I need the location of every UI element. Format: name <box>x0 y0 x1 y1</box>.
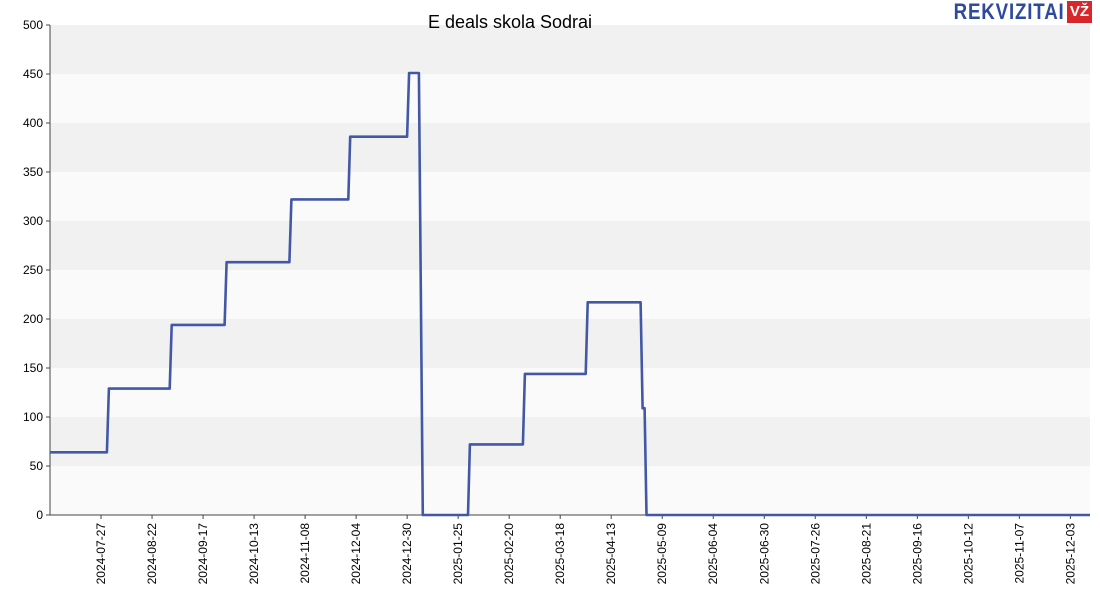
chart-title: E deals skola Sodrai <box>428 12 592 32</box>
x-tick-label: 2024-12-04 <box>349 523 363 585</box>
x-tick-label: 2025-05-09 <box>655 523 669 585</box>
y-axis-ticks: 0 50 100 150 200 250 300 350 400 450 500 <box>23 18 50 522</box>
y-tick-label: 250 <box>23 263 43 277</box>
grid-band <box>50 25 1090 74</box>
grid-band <box>50 172 1090 221</box>
x-tick-label: 2025-04-13 <box>604 523 618 585</box>
grid-band <box>50 270 1090 319</box>
x-tick-label: 2025-12-03 <box>1063 523 1077 585</box>
grid-band <box>50 417 1090 466</box>
grid-band <box>50 319 1090 368</box>
x-tick-label: 2025-08-21 <box>859 523 873 585</box>
y-tick-label: 100 <box>23 410 43 424</box>
y-tick-label: 500 <box>23 18 43 32</box>
rekvizitai-logo[interactable]: REKVIZITAI VŽ <box>934 0 1092 24</box>
grid-band <box>50 123 1090 172</box>
x-tick-label: 2024-09-17 <box>196 523 210 585</box>
x-tick-label: 2025-02-20 <box>502 523 516 585</box>
x-tick-label: 2024-11-08 <box>298 523 312 584</box>
y-tick-label: 200 <box>23 312 43 326</box>
x-tick-label: 2024-10-13 <box>247 523 261 585</box>
grid-band <box>50 466 1090 515</box>
grid-band <box>50 221 1090 270</box>
x-tick-label: 2024-12-30 <box>400 523 414 585</box>
y-tick-label: 50 <box>30 459 44 473</box>
x-tick-label: 2025-06-30 <box>757 523 771 585</box>
y-tick-label: 450 <box>23 67 43 81</box>
y-tick-label: 150 <box>23 361 43 375</box>
x-tick-label: 2025-07-26 <box>808 523 822 585</box>
series-line <box>50 71 1090 517</box>
y-tick-label: 0 <box>36 508 43 522</box>
x-tick-label: 2024-07-27 <box>94 523 108 585</box>
x-tick-label: 2025-09-16 <box>910 523 924 585</box>
x-tick-label: 2025-01-25 <box>451 523 465 585</box>
y-tick-label: 400 <box>23 116 43 130</box>
x-tick-label: 2024-08-22 <box>145 523 159 585</box>
logo-text: REKVIZITAI <box>953 0 1065 24</box>
grid-band <box>50 368 1090 417</box>
grid-bands <box>50 25 1090 515</box>
x-axis-ticks: 2024-07-27 2024-08-22 2024-09-17 2024-10-13… <box>94 515 1077 584</box>
y-tick-label: 350 <box>23 165 43 179</box>
x-tick-label: 2025-06-04 <box>706 523 720 585</box>
x-tick-label: 2025-10-12 <box>961 523 975 585</box>
x-tick-label: 2025-11-07 <box>1012 523 1026 584</box>
grid-band <box>50 74 1090 123</box>
x-tick-label: 2025-03-18 <box>553 523 567 585</box>
series-group <box>50 71 1090 517</box>
y-tick-label: 300 <box>23 214 43 228</box>
logo-badge: VŽ <box>1066 1 1092 23</box>
